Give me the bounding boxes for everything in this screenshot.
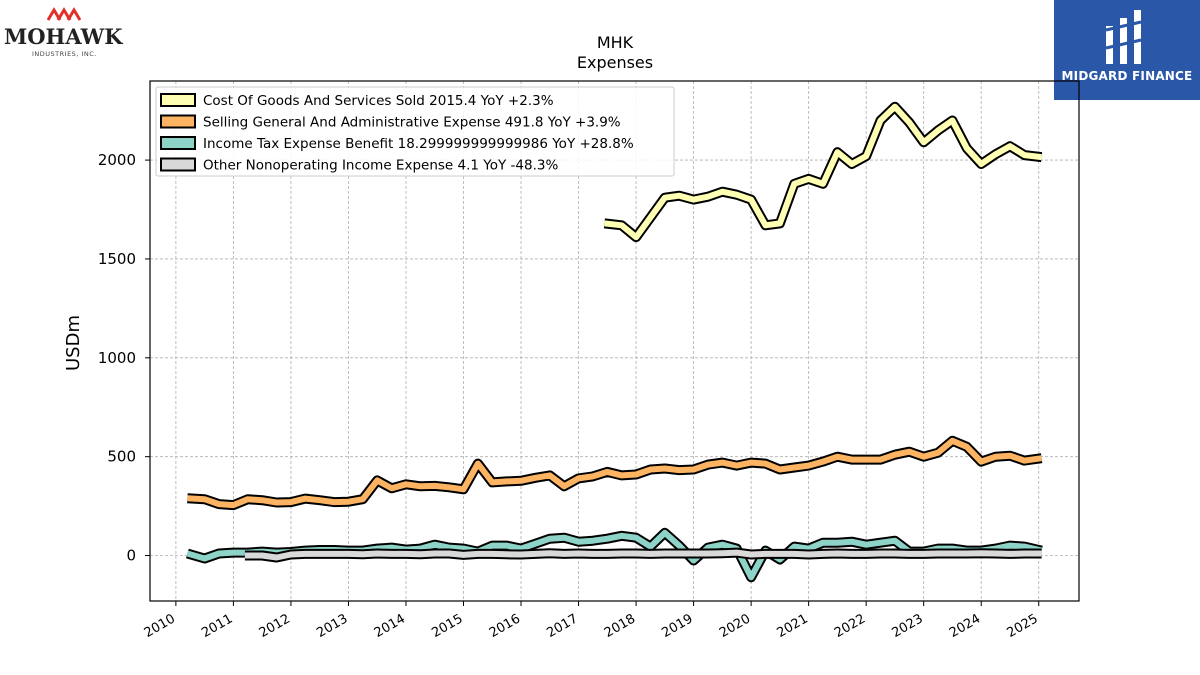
x-axis: 2010 2011 2012 2013 2014 2015 2016 2017 2018 2019…	[142, 601, 1041, 641]
x-tick-label: 2017	[544, 611, 580, 641]
y-tick-label: 1000	[98, 349, 136, 367]
mohawk-logo: MOHAWK INDUSTRIES, INC.	[4, 4, 130, 60]
y-tick-label: 1500	[98, 250, 136, 268]
x-tick-label: 2012	[257, 611, 293, 641]
x-tick-label: 2025	[1005, 611, 1041, 641]
series-layer	[186, 101, 1043, 583]
legend-swatch	[160, 93, 196, 107]
legend-box	[155, 86, 675, 177]
series-1	[603, 101, 1043, 243]
y-axis: 0 500 1000 1500 2000	[98, 151, 150, 565]
mohawk-logo-subtext: INDUSTRIES, INC.	[32, 50, 97, 58]
series-line	[604, 103, 1042, 241]
x-tick-label: 2021	[774, 611, 810, 641]
y-axis-label: USDm	[63, 315, 84, 371]
y-tick-label: 0	[126, 547, 136, 565]
series-line	[244, 549, 1042, 561]
midgard-logo-text: MIDGARD FINANCE	[1061, 69, 1193, 83]
x-tick-label: 2020	[717, 611, 753, 641]
y-tick-label: 500	[107, 448, 136, 466]
series-line	[187, 437, 1043, 509]
legend-entry-label: Selling General And Administrative Expen…	[203, 115, 621, 131]
x-tick-label: 2018	[602, 611, 638, 641]
mohawk-logo-text: MOHAWK	[4, 24, 123, 49]
legend: Cost Of Goods And Services Sold 2015.4 Y…	[155, 86, 675, 177]
chart-subtitle: Expenses	[577, 53, 653, 72]
x-tick-label: 2013	[314, 611, 350, 641]
x-tick-label: 2019	[659, 611, 695, 641]
legend-entry-label: Income Tax Expense Benefit 18.2999999999…	[203, 136, 634, 152]
legend-entry-label: Other Nonoperating Income Expense 4.1 Yo…	[203, 158, 558, 174]
midgard-logo-mark-icon	[1105, 10, 1142, 64]
legend-swatch	[160, 136, 196, 150]
x-tick-label: 2022	[832, 611, 868, 641]
chart-title: MHK	[597, 33, 634, 52]
legend-swatch	[160, 114, 196, 129]
x-tick-label: 2016	[487, 611, 523, 641]
x-tick-label: 2014	[372, 611, 408, 641]
series-2	[187, 435, 1043, 511]
legend-swatch	[160, 157, 196, 172]
mohawk-logo-mark-icon	[46, 7, 82, 21]
midgard-finance-logo: MIDGARD FINANCE	[1054, 0, 1200, 100]
x-tick-label: 2015	[429, 611, 465, 641]
plot-area-frame	[149, 80, 1080, 602]
series-4	[244, 547, 1042, 563]
x-tick-label: 2011	[199, 611, 235, 641]
x-tick-label: 2024	[947, 611, 983, 641]
x-tick-label: 2023	[890, 611, 926, 641]
y-tick-label: 2000	[98, 151, 136, 169]
x-tick-label: 2010	[142, 611, 178, 641]
legend-entry-label: Cost Of Goods And Services Sold 2015.4 Y…	[203, 93, 554, 109]
